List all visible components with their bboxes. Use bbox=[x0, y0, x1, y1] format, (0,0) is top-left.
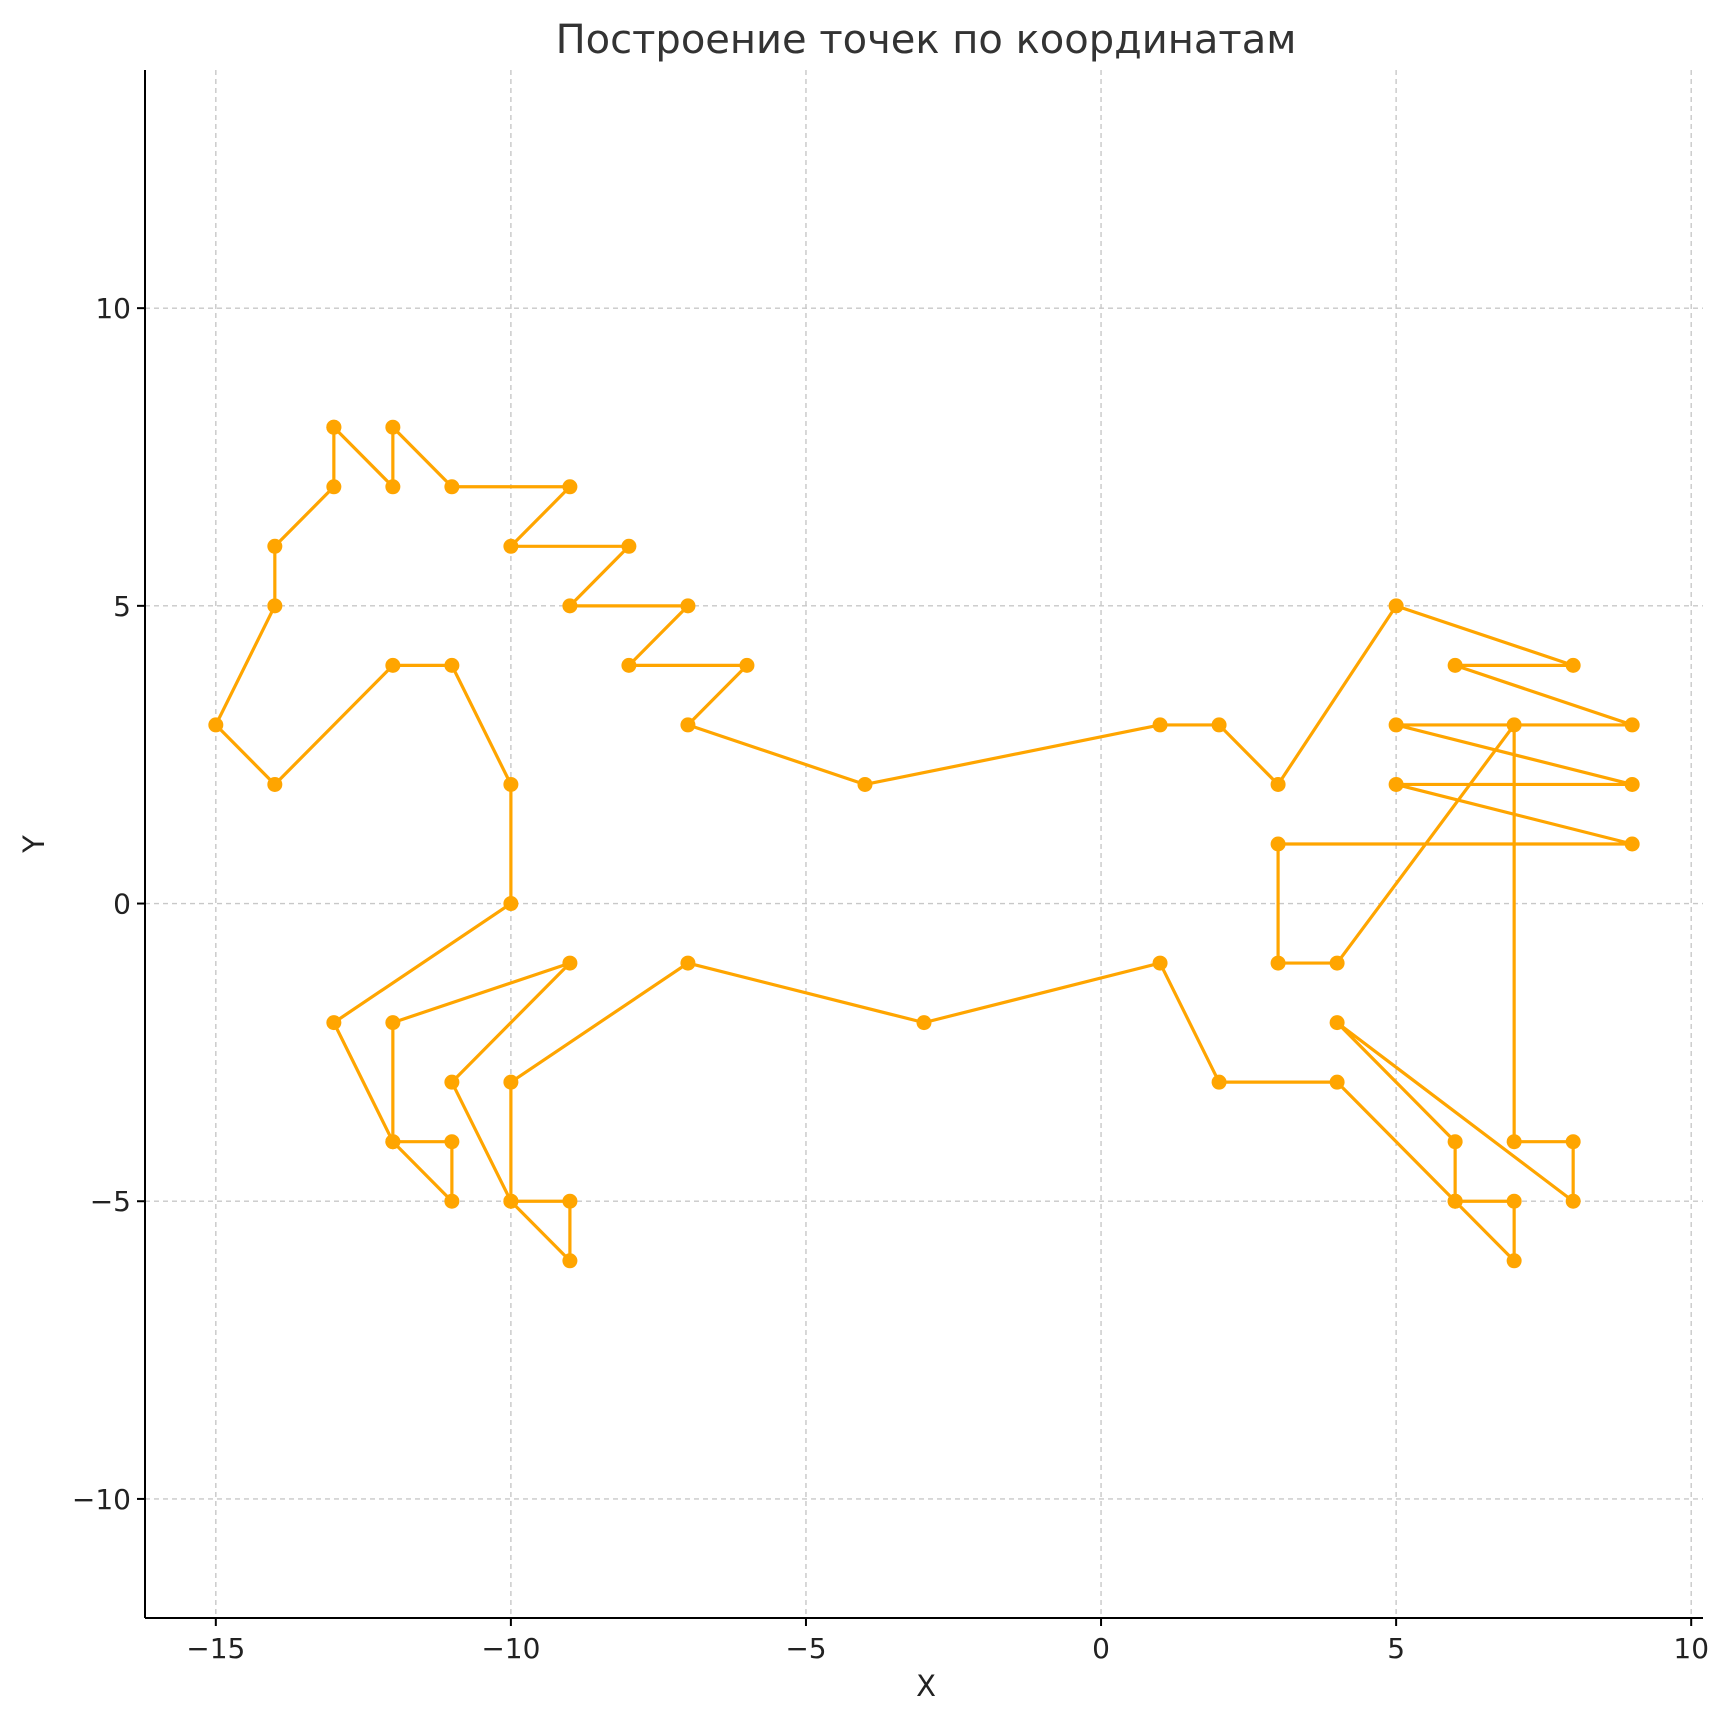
data-point bbox=[1329, 955, 1345, 971]
y-tick-label: 0 bbox=[113, 888, 131, 921]
data-point bbox=[562, 598, 578, 614]
data-point bbox=[444, 657, 460, 673]
series-layer bbox=[208, 419, 1640, 1269]
data-point bbox=[326, 479, 342, 495]
data-point bbox=[503, 1074, 519, 1090]
data-point bbox=[503, 1193, 519, 1209]
data-point bbox=[1388, 598, 1404, 614]
x-tick-label: −5 bbox=[785, 1632, 826, 1665]
data-point bbox=[385, 1134, 401, 1150]
data-point bbox=[1329, 1074, 1345, 1090]
data-point bbox=[267, 598, 283, 614]
data-point bbox=[1270, 836, 1286, 852]
data-point bbox=[680, 598, 696, 614]
data-point bbox=[1506, 717, 1522, 733]
data-point bbox=[385, 1015, 401, 1031]
data-point bbox=[503, 896, 519, 912]
data-point bbox=[444, 1134, 460, 1150]
data-point bbox=[208, 717, 224, 733]
data-point bbox=[1565, 1193, 1581, 1209]
data-point bbox=[1388, 776, 1404, 792]
axes-spines bbox=[144, 70, 1703, 1619]
data-point bbox=[1447, 1193, 1463, 1209]
y-axis-label: Y bbox=[17, 835, 51, 854]
data-point bbox=[1447, 657, 1463, 673]
data-point bbox=[1447, 1134, 1463, 1150]
x-axis-ticks: −15 −10 −5 0 5 10 bbox=[186, 1618, 1709, 1665]
data-point bbox=[1624, 776, 1640, 792]
chart-title: Построение точек по координатам bbox=[556, 17, 1297, 63]
data-point bbox=[1211, 717, 1227, 733]
data-point bbox=[680, 955, 696, 971]
data-point bbox=[621, 538, 637, 554]
x-tick-label: 0 bbox=[1092, 1632, 1110, 1665]
data-point bbox=[1211, 1074, 1227, 1090]
data-point bbox=[385, 479, 401, 495]
data-point bbox=[503, 538, 519, 554]
data-point bbox=[444, 479, 460, 495]
data-point bbox=[857, 776, 873, 792]
data-point bbox=[385, 419, 401, 435]
data-point bbox=[1506, 1193, 1522, 1209]
y-tick-label: −5 bbox=[90, 1185, 131, 1218]
data-point bbox=[326, 419, 342, 435]
data-point bbox=[1565, 657, 1581, 673]
data-point bbox=[444, 1193, 460, 1209]
data-point bbox=[1270, 776, 1286, 792]
data-point bbox=[503, 776, 519, 792]
data-point bbox=[267, 776, 283, 792]
data-point bbox=[1506, 1253, 1522, 1269]
x-tick-label: −15 bbox=[186, 1632, 245, 1665]
data-point bbox=[385, 657, 401, 673]
x-axis-label: X bbox=[916, 1669, 936, 1703]
data-point bbox=[1329, 1015, 1345, 1031]
data-point bbox=[1565, 1134, 1581, 1150]
data-point bbox=[562, 479, 578, 495]
y-tick-label: 5 bbox=[113, 590, 131, 623]
x-tick-label: 5 bbox=[1387, 1632, 1405, 1665]
x-tick-label: −10 bbox=[481, 1632, 540, 1665]
data-point bbox=[739, 657, 755, 673]
data-point bbox=[1152, 717, 1168, 733]
data-point bbox=[1152, 955, 1168, 971]
data-point bbox=[444, 1074, 460, 1090]
data-point bbox=[621, 657, 637, 673]
y-axis-ticks: 10 5 0 −5 −10 bbox=[72, 292, 145, 1516]
data-point bbox=[1388, 717, 1404, 733]
y-tick-label: −10 bbox=[72, 1483, 131, 1516]
data-point bbox=[1270, 955, 1286, 971]
data-point bbox=[1624, 717, 1640, 733]
data-point bbox=[326, 1015, 342, 1031]
data-point bbox=[562, 955, 578, 971]
data-point bbox=[562, 1193, 578, 1209]
data-point bbox=[1506, 1134, 1522, 1150]
x-tick-label: 10 bbox=[1673, 1632, 1709, 1665]
data-point bbox=[916, 1015, 932, 1031]
y-tick-label: 10 bbox=[95, 292, 131, 325]
data-point bbox=[680, 717, 696, 733]
data-point bbox=[1624, 836, 1640, 852]
grid bbox=[145, 70, 1703, 1618]
data-point bbox=[562, 1253, 578, 1269]
data-point bbox=[267, 538, 283, 554]
